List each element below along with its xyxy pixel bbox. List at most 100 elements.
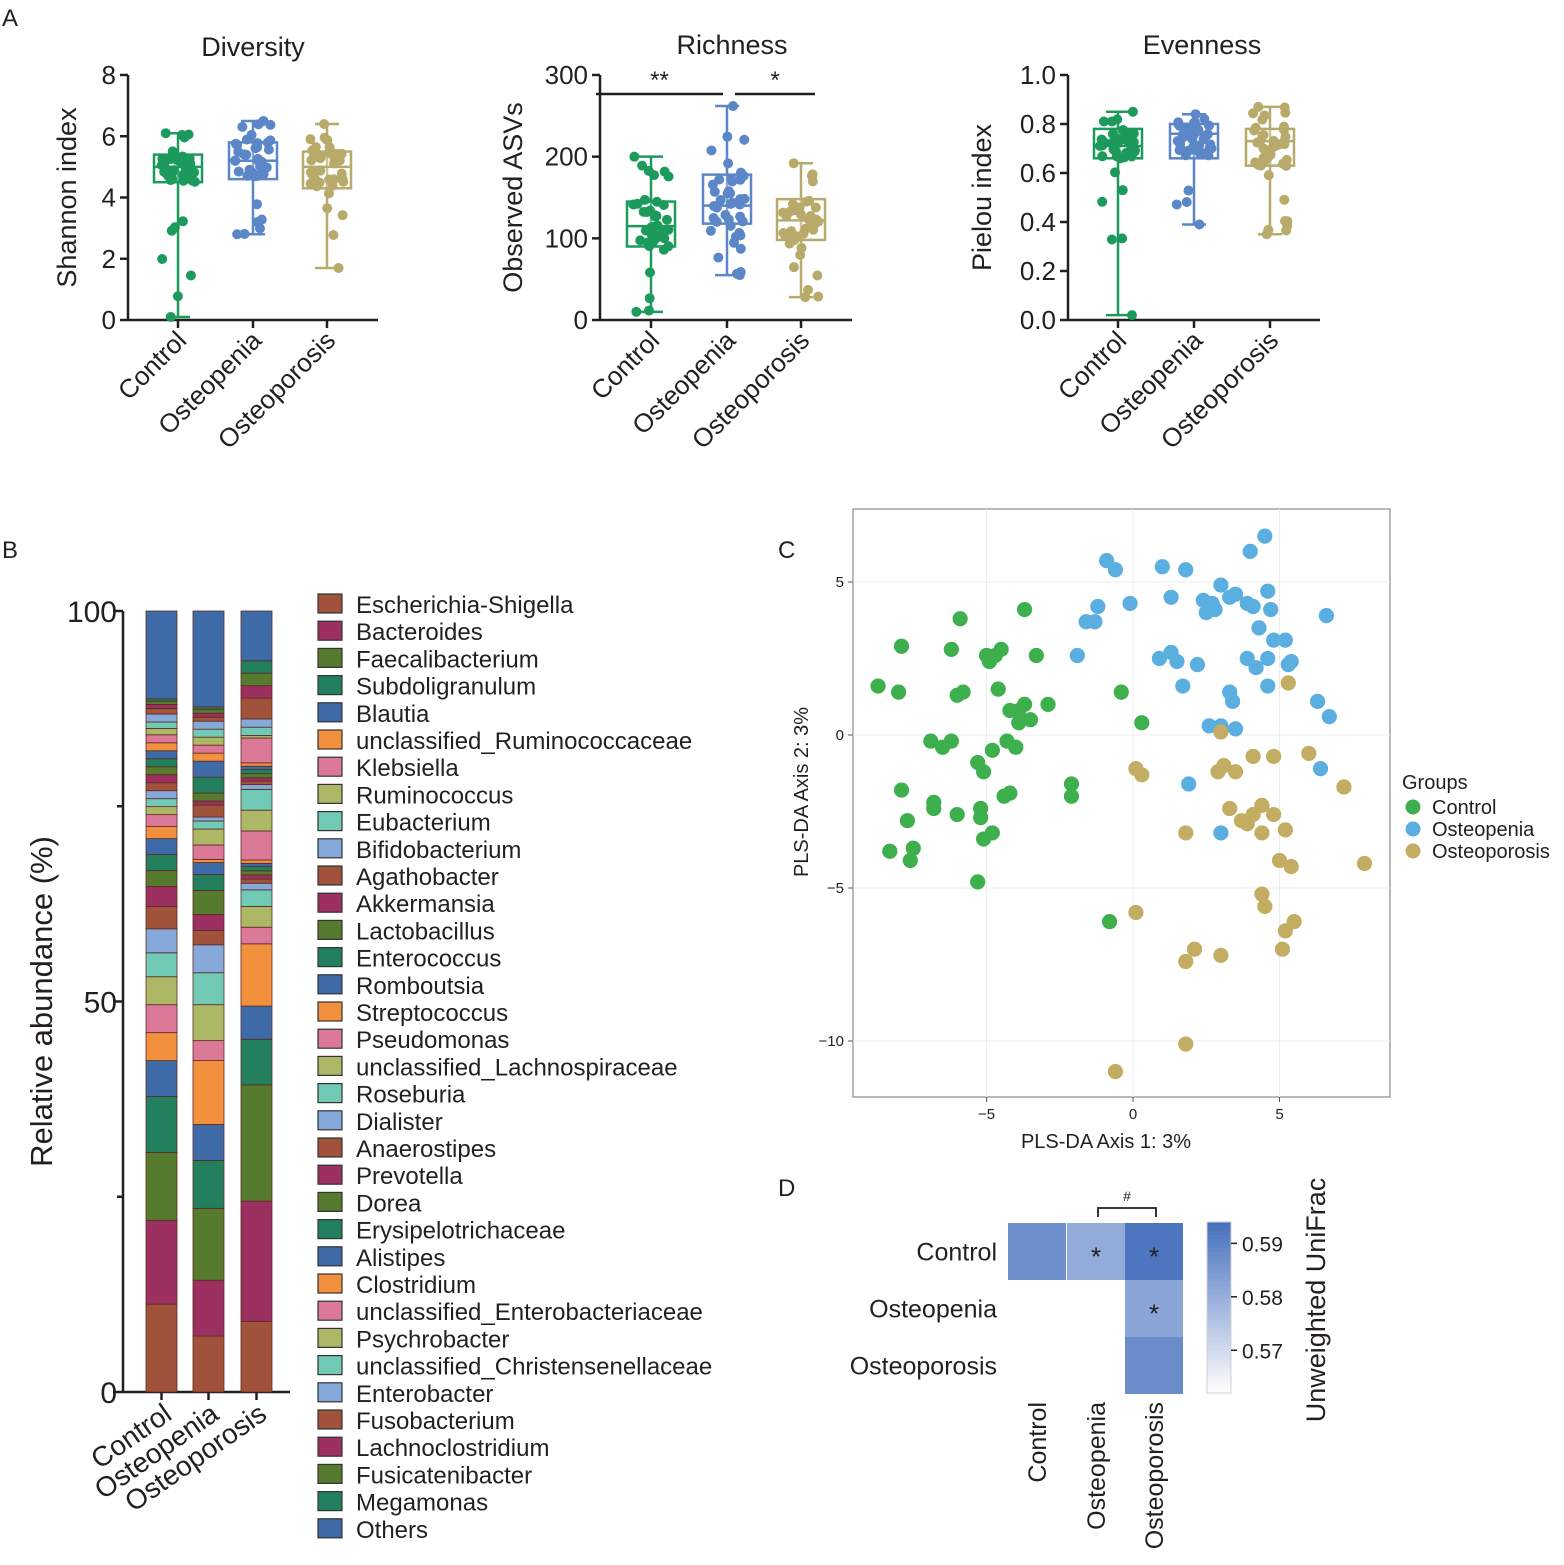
scatter-point-osteopenia <box>1181 776 1197 792</box>
y-tick-label: 100 <box>545 223 588 253</box>
scatter-point-osteopenia <box>1260 583 1276 599</box>
scatter-point-osteoporosis <box>1254 886 1270 902</box>
bar-segment-enterococcus <box>240 866 273 872</box>
y-axis-label: Shannon index <box>52 107 82 288</box>
bar-segment-fusicatenibacter <box>240 672 273 687</box>
scatter-point-osteopenia <box>1257 528 1273 544</box>
legend-swatch <box>317 1218 343 1240</box>
legend-label: Streptococcus <box>356 1000 508 1027</box>
bar-segment-fusobacterium <box>192 716 225 722</box>
y-tick-label: −10 <box>819 1033 844 1050</box>
legend-swatch <box>317 1327 343 1349</box>
chart-title: Diversity <box>201 32 305 62</box>
scatter-point-osteopenia <box>1245 598 1261 615</box>
data-point <box>1121 147 1132 158</box>
bar-segment-unclassified_lachnospiraceae <box>145 806 178 816</box>
legend-swatch <box>317 946 343 968</box>
y-tick-label: 6 <box>102 121 116 151</box>
data-point <box>1198 134 1209 145</box>
legend-label: Fusicatenibacter <box>356 1462 532 1489</box>
data-point <box>241 149 252 160</box>
column-label: Control <box>1024 1402 1052 1483</box>
bar-segment-unclassified_lachnospiraceae <box>240 809 273 832</box>
bar-segment-bacteroides <box>145 1219 178 1305</box>
data-point <box>1278 121 1289 132</box>
scatter-point-control <box>1063 788 1080 804</box>
data-point <box>715 195 726 206</box>
bar-segment-unclassified_christensenellaceae <box>145 721 178 729</box>
data-point <box>333 262 344 273</box>
bar-segment-agathobacter <box>145 906 178 930</box>
x-axis-label: PLS-DA Axis 1: 3% <box>1021 1131 1191 1153</box>
x-tick-label: −5 <box>978 1106 995 1123</box>
data-point <box>179 132 190 143</box>
colorbar-step <box>1207 1375 1231 1381</box>
bar-segment-lactobacillus <box>192 890 225 915</box>
data-point <box>322 203 333 214</box>
colorbar-label: Unweighted UniFrac <box>1301 1178 1331 1423</box>
bar-segment-lactobacillus <box>145 870 178 887</box>
bar-segment-clostridium <box>192 752 225 762</box>
y-tick-label: 1.0 <box>1020 60 1056 90</box>
scatter-point-osteoporosis <box>1254 797 1270 813</box>
legend-label: Akkermansia <box>356 891 495 918</box>
scatter-point-osteopenia <box>1178 562 1194 578</box>
data-point <box>645 267 656 278</box>
scatter-point-control <box>943 733 959 749</box>
y-tick-label: 100 <box>67 596 117 629</box>
data-point <box>1279 102 1290 113</box>
colorbar-tick-label: 0.59 <box>1242 1233 1283 1256</box>
colorbar-tick-label: 0.58 <box>1242 1287 1283 1310</box>
legend-label: Control <box>1432 797 1496 819</box>
scatter-point-osteopenia <box>1107 562 1124 578</box>
colorbar-step <box>1207 1303 1231 1309</box>
data-point <box>310 142 321 153</box>
legend-label: Dorea <box>356 1190 422 1217</box>
bar-segment-psychrobacter <box>145 727 178 736</box>
scatter-point-osteoporosis <box>1178 1036 1194 1052</box>
bar-segment-unclassified_enterobacteriaceae <box>192 744 225 754</box>
bar-segment-streptococcus <box>192 858 225 863</box>
legend-swatch <box>317 1082 343 1104</box>
legend-swatch <box>317 838 343 859</box>
bracket <box>1097 1207 1157 1217</box>
scatter-point-osteopenia <box>1122 595 1138 612</box>
colorbar-step <box>1207 1307 1231 1313</box>
data-point <box>644 293 655 304</box>
legend-swatch <box>317 593 343 614</box>
data-point <box>1279 194 1290 205</box>
data-point <box>722 188 733 199</box>
data-point <box>713 252 724 263</box>
data-point <box>265 135 276 146</box>
scatter-point-control <box>899 813 915 829</box>
bar-segment-dialister <box>192 816 225 822</box>
legend-swatch <box>317 1409 343 1430</box>
scatter-point-control <box>993 641 1009 657</box>
data-point <box>1171 199 1182 210</box>
y-axis-label: PLS-DA Axis 2: 3% <box>791 707 813 877</box>
legend-label: Enterococcus <box>356 946 501 973</box>
bar-segment-pseudomonas <box>240 830 273 861</box>
scatter-point-osteopenia <box>1309 693 1326 709</box>
row-label: Osteopenia <box>869 1296 997 1324</box>
bracket-label: # <box>1123 1188 1131 1204</box>
legend-label: Erysipelotrichaceae <box>356 1218 565 1245</box>
bar-segment-prevotella <box>145 774 178 784</box>
data-point <box>1259 144 1270 155</box>
colorbar-step <box>1207 1298 1231 1304</box>
data-point <box>728 101 739 112</box>
scatter-point-osteopenia <box>1225 693 1241 709</box>
data-point <box>327 180 338 191</box>
bar-segment-romboutsia <box>145 838 178 855</box>
data-point <box>1252 137 1263 148</box>
plot-area <box>852 508 1391 1098</box>
bar-segment-anaerostipes <box>240 780 273 785</box>
scatter-point-osteoporosis <box>1186 941 1203 957</box>
bar-segment-enterobacter <box>192 720 225 730</box>
colorbar-step <box>1207 1371 1231 1377</box>
bar-segment-akkermansia <box>145 886 178 907</box>
scatter-point-control <box>996 788 1012 804</box>
data-point <box>1173 118 1184 129</box>
scatter-point-control <box>891 684 907 700</box>
